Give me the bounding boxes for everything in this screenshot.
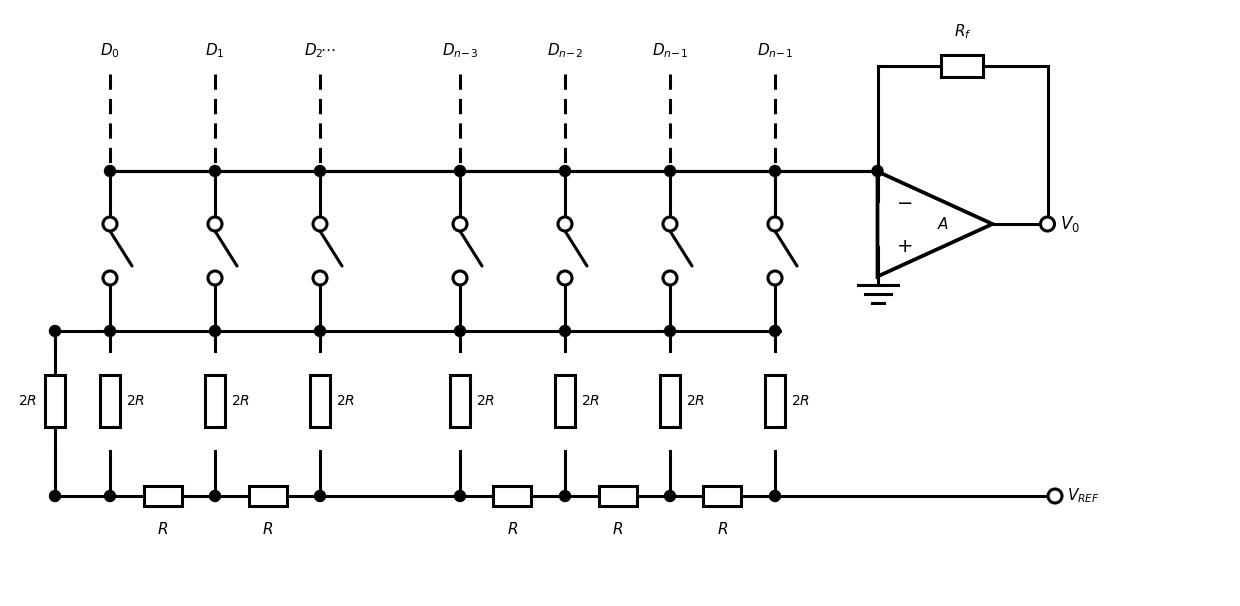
Circle shape [208, 217, 222, 231]
Circle shape [312, 271, 327, 285]
Text: $D_{n\!-\!3}$: $D_{n\!-\!3}$ [441, 42, 477, 61]
Text: $D_1$: $D_1$ [206, 42, 224, 61]
Circle shape [768, 271, 782, 285]
Text: $R$: $R$ [262, 521, 273, 537]
Circle shape [558, 217, 572, 231]
Text: $2R$: $2R$ [686, 394, 706, 408]
Circle shape [559, 490, 570, 502]
Bar [45, 375, 64, 427]
Bar [494, 486, 532, 506]
Circle shape [104, 490, 115, 502]
Text: $-$: $-$ [895, 193, 911, 211]
Circle shape [315, 325, 325, 336]
Circle shape [104, 165, 115, 176]
Text: $D_{n\!-\!1}$: $D_{n\!-\!1}$ [652, 42, 688, 61]
Text: $R$: $R$ [611, 521, 622, 537]
Text: $2R$: $2R$ [336, 394, 355, 408]
Text: $R$: $R$ [717, 521, 728, 537]
Bar [310, 375, 330, 427]
Circle shape [559, 325, 570, 336]
Bar [205, 375, 224, 427]
Circle shape [312, 217, 327, 231]
Circle shape [103, 271, 117, 285]
Circle shape [665, 490, 676, 502]
Bar [450, 375, 470, 427]
Bar [703, 486, 742, 506]
Text: $R$: $R$ [157, 521, 169, 537]
Circle shape [104, 325, 115, 336]
Circle shape [315, 165, 325, 176]
Circle shape [665, 325, 676, 336]
Text: $D_{n\!-\!2}$: $D_{n\!-\!2}$ [547, 42, 583, 61]
Bar [765, 375, 785, 427]
Circle shape [770, 325, 780, 336]
Circle shape [872, 165, 883, 176]
Circle shape [455, 490, 465, 502]
Bar [599, 486, 636, 506]
Bar [100, 375, 120, 427]
Circle shape [665, 165, 676, 176]
Circle shape [50, 490, 61, 502]
Circle shape [663, 217, 677, 231]
Circle shape [663, 271, 677, 285]
Circle shape [453, 217, 467, 231]
Text: $D_{n\!-\!1}$: $D_{n\!-\!1}$ [758, 42, 792, 61]
Bar [941, 55, 983, 77]
Text: $R_f$: $R_f$ [954, 22, 971, 41]
Circle shape [315, 490, 325, 502]
Text: $2R$: $2R$ [231, 394, 250, 408]
Text: $2R$: $2R$ [476, 394, 495, 408]
Circle shape [50, 325, 61, 336]
Circle shape [210, 490, 221, 502]
Text: $D_2\!\cdots$: $D_2\!\cdots$ [304, 42, 336, 61]
Text: $A$: $A$ [937, 216, 949, 232]
Circle shape [1048, 489, 1061, 503]
Circle shape [770, 165, 780, 176]
Circle shape [558, 271, 572, 285]
Circle shape [1040, 217, 1054, 231]
Text: $D_0$: $D_0$ [100, 42, 120, 61]
Text: $2R$: $2R$ [126, 394, 145, 408]
Bar [248, 486, 286, 506]
Text: $2R$: $2R$ [17, 394, 37, 408]
Circle shape [455, 325, 465, 336]
Circle shape [559, 165, 570, 176]
Circle shape [770, 490, 780, 502]
Circle shape [103, 217, 117, 231]
Text: $+$: $+$ [895, 236, 911, 256]
Circle shape [210, 165, 221, 176]
Text: $2R$: $2R$ [582, 394, 600, 408]
Bar [144, 486, 181, 506]
Circle shape [453, 271, 467, 285]
Text: $2R$: $2R$ [791, 394, 810, 408]
Text: $V_{REF}$: $V_{REF}$ [1066, 487, 1100, 505]
Text: $V_0$: $V_0$ [1060, 214, 1080, 234]
Bar [556, 375, 575, 427]
Circle shape [210, 325, 221, 336]
Circle shape [768, 217, 782, 231]
Circle shape [208, 271, 222, 285]
Bar [660, 375, 680, 427]
Circle shape [455, 165, 465, 176]
Text: $R$: $R$ [507, 521, 518, 537]
